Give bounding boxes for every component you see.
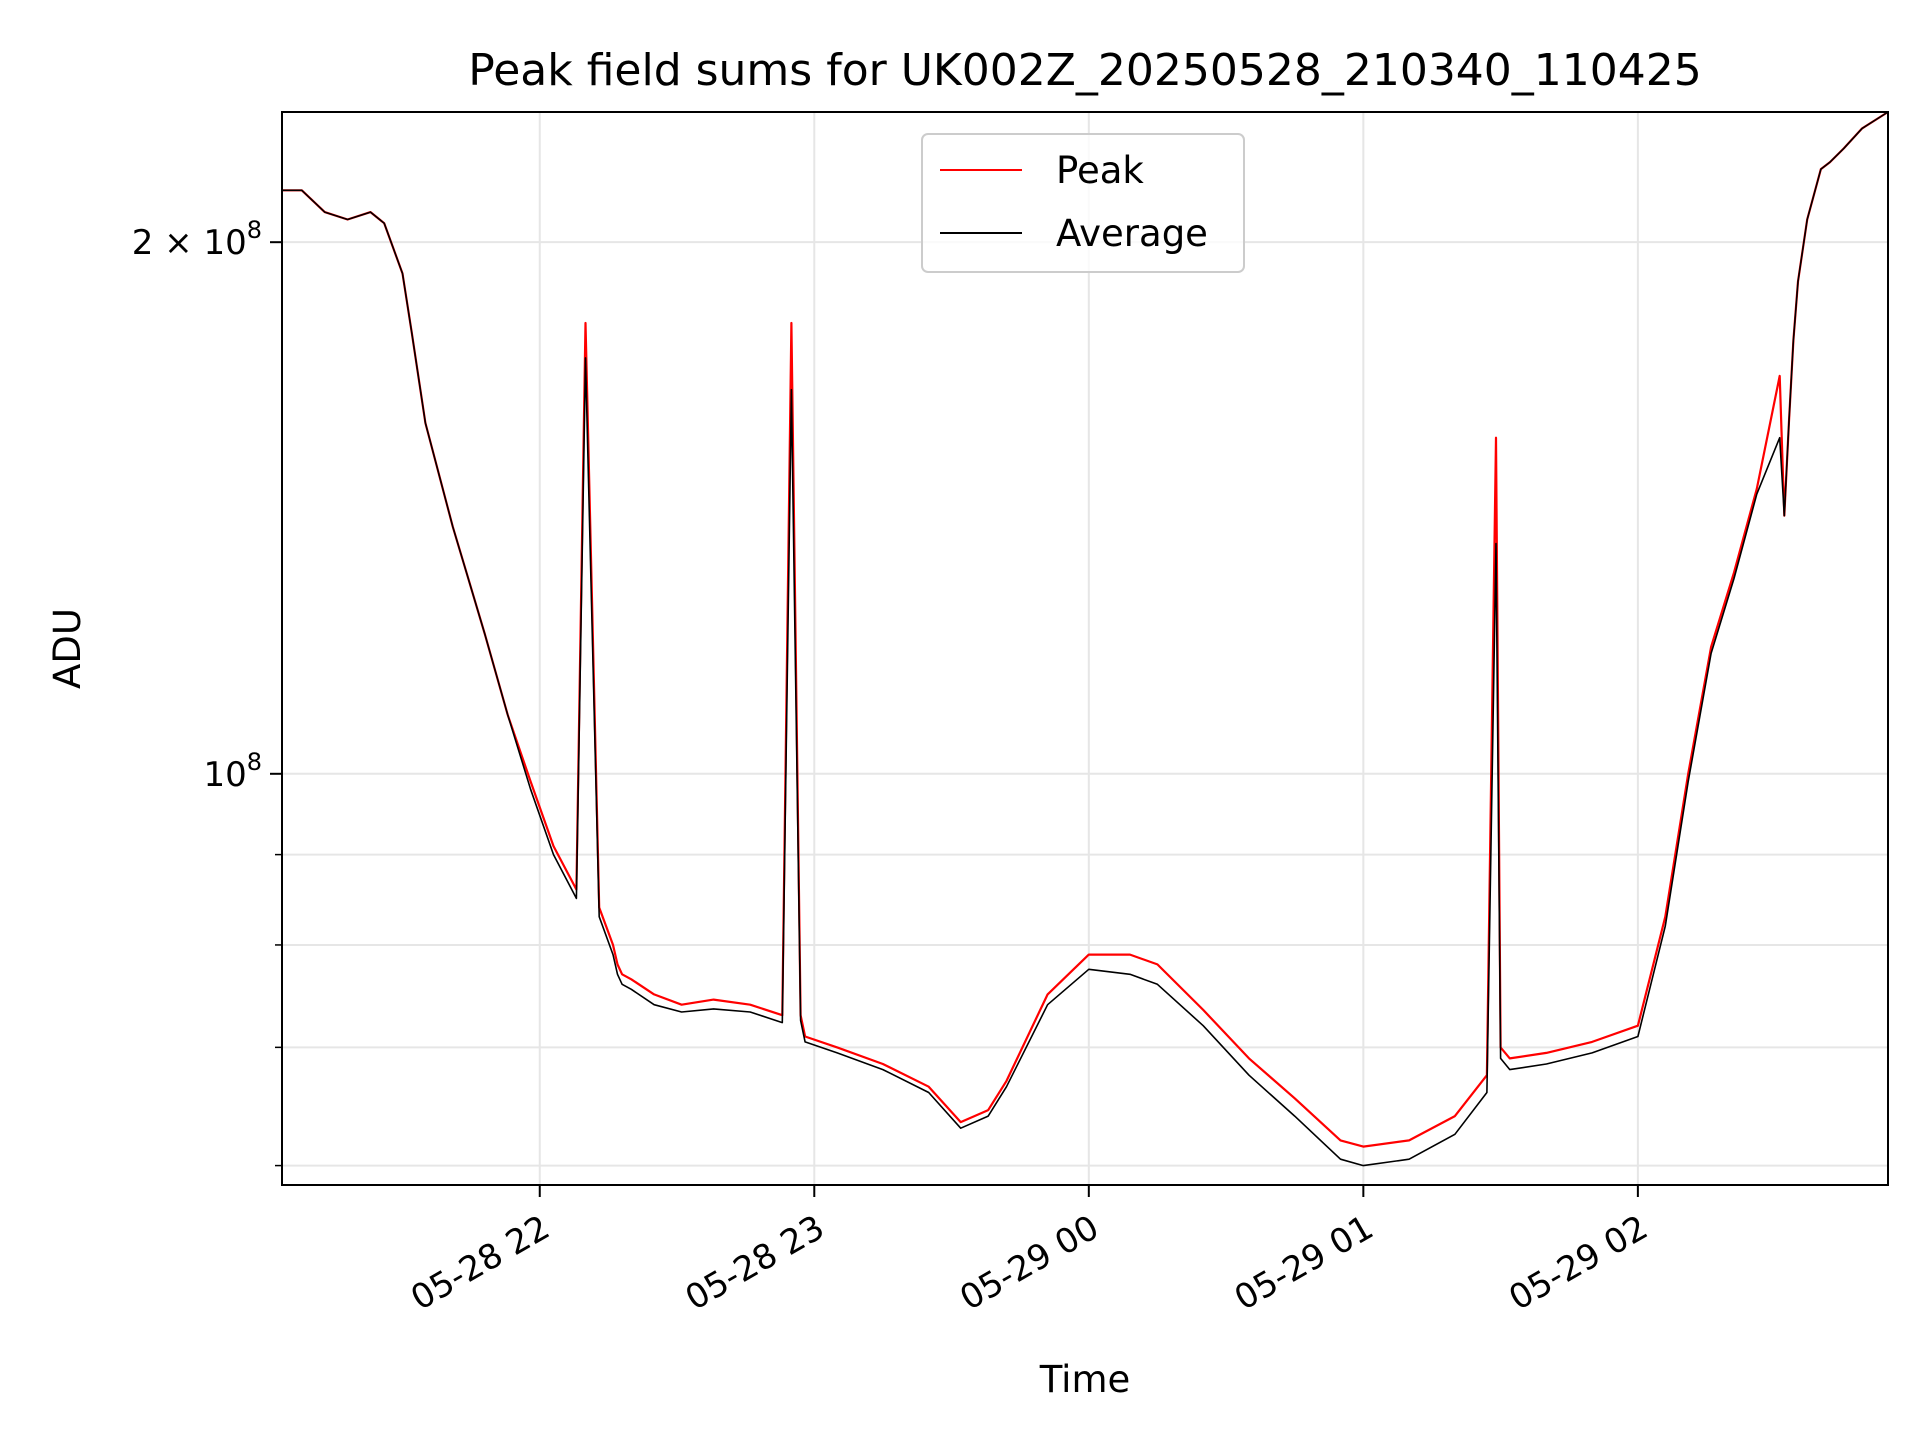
y-tick-label: 2 × 108 bbox=[132, 216, 262, 263]
legend-label-peak: Peak bbox=[1056, 149, 1144, 192]
plot-lines bbox=[282, 111, 1889, 1167]
series-line-average bbox=[282, 111, 1889, 1167]
grid bbox=[282, 112, 1888, 1185]
axes-frame bbox=[281, 111, 1889, 1186]
y-tick-label: 108 bbox=[203, 748, 262, 795]
y-axis-label: ADU bbox=[46, 608, 89, 689]
legend-label-average: Average bbox=[1056, 212, 1208, 255]
legend: Peak Average bbox=[921, 133, 1245, 273]
x-axis-label: Time bbox=[1039, 1358, 1131, 1401]
chart-title: Peak field sums for UK002Z_20250528_2103… bbox=[468, 45, 1702, 96]
legend-box bbox=[921, 133, 1245, 273]
